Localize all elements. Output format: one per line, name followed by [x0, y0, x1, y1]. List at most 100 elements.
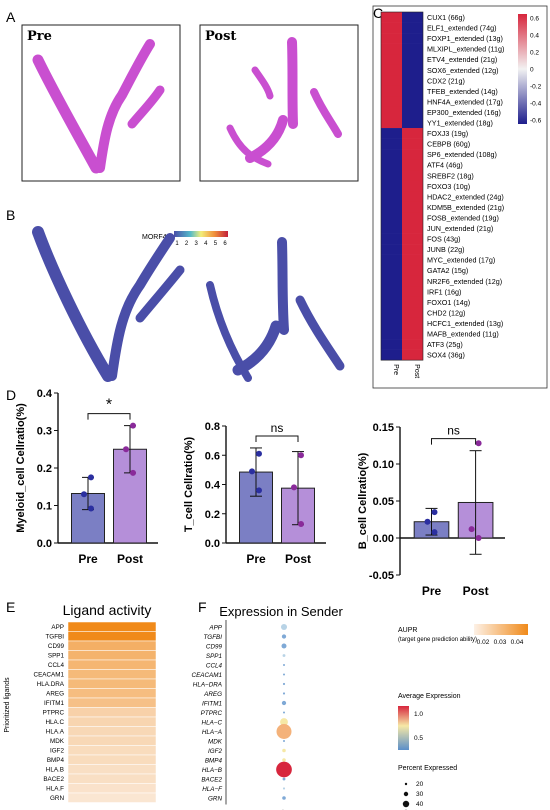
ligand-label: GRN — [50, 795, 64, 802]
heatmap-cell — [402, 191, 423, 203]
ligand-activity-cell — [67, 650, 157, 661]
spatial-colorbar — [174, 231, 228, 237]
bar-category-label: Pre — [422, 584, 442, 598]
ligand-activity-cell — [67, 716, 157, 727]
data-point — [431, 509, 438, 516]
panel-letter-b: B — [6, 207, 15, 223]
heatmap-cell — [381, 275, 402, 287]
heatmap-cell — [381, 339, 402, 350]
pct-expressed-tick: 30 — [416, 791, 424, 798]
data-point — [256, 487, 262, 494]
ligand-label: HLA.DRA — [37, 681, 65, 688]
avg-expression-title: Average Expression — [398, 693, 461, 700]
heatmap-row-label: FOXO1 (14g) — [427, 298, 470, 307]
dotplot-ligand-label: HLA−DRA — [193, 681, 222, 688]
dotplot-dot — [282, 777, 286, 781]
heatmap-cell — [402, 349, 423, 361]
heatmap-cell — [381, 254, 402, 266]
dotplot-ligand-label: CD99 — [206, 643, 223, 650]
dotplot-ligand-label: HLA−A — [202, 729, 222, 736]
spatial-sections — [32, 226, 345, 382]
aupr-title: AUPR — [398, 627, 417, 634]
heatmap-cell — [381, 43, 402, 55]
heatmap-cell — [402, 265, 423, 277]
dotplot-ligand-label: GRN — [208, 795, 222, 802]
ligand-label: CD99 — [48, 643, 65, 650]
heatmap-cell — [381, 317, 402, 329]
data-point — [81, 491, 87, 498]
heatmap-cell — [402, 339, 423, 350]
heatmap-row-label: EP300_extended (16g) — [427, 108, 501, 117]
heatmap-cell — [381, 138, 402, 150]
avg-expression-tick: 0.5 — [414, 735, 423, 742]
panel-letter-e: E — [6, 599, 15, 615]
heatmap-row-label: TFEB_extended (14g) — [427, 87, 498, 96]
dotplot-dot — [282, 654, 286, 657]
pct-expressed-tick: 40 — [416, 801, 424, 808]
ligand-label: AREG — [46, 691, 64, 698]
data-point — [431, 529, 438, 536]
heatmap-cell — [402, 275, 423, 287]
ligand-label: PTPRC — [43, 710, 65, 717]
ligand-label: HLA.C — [45, 719, 64, 726]
aupr-tick: 0.03 — [494, 639, 507, 646]
heatmap-colorbar — [518, 14, 527, 124]
bar-chart-ylabel: Myeloid_cell Cellratio(%) — [15, 403, 27, 533]
data-point — [249, 468, 255, 475]
bar-chart-tick-label: 0.2 — [205, 509, 220, 521]
ligand-label: IGF2 — [50, 748, 64, 755]
heatmap-cell — [402, 170, 423, 182]
dotplot-dot — [276, 761, 292, 778]
heatmap-cell — [402, 233, 423, 245]
ligand-activity-cell — [67, 631, 157, 642]
heatmap-row-label: FOXJ3 (19g) — [427, 129, 468, 138]
heatmap-colorbar-tick: 0.6 — [530, 16, 539, 23]
bar-chart-tick-label: 0.2 — [37, 463, 52, 475]
heatmap-cell — [402, 96, 423, 108]
heatmap-cell — [381, 307, 402, 319]
heatmap-row-label: ELF1_extended (74g) — [427, 24, 497, 33]
heatmap-row-label: FOS (43g) — [427, 235, 461, 244]
dotplot-dot — [281, 634, 287, 639]
dotplot-dot — [283, 664, 285, 666]
heatmap-cell — [402, 128, 423, 139]
ligand-label: IFITM1 — [44, 700, 64, 707]
heatmap-column-label: Post — [413, 364, 420, 378]
bar-category-label: Post — [117, 552, 143, 566]
heatmap-colorbar-tick: -0.4 — [530, 101, 542, 108]
heatmap-cell — [381, 159, 402, 171]
dotplot-ligand-label: IFITM1 — [202, 700, 222, 707]
heatmap-cell — [402, 296, 423, 308]
data-point — [88, 474, 94, 481]
heatmap-cell — [402, 244, 423, 255]
tissue-sections-post — [226, 37, 342, 168]
tissue-label-post: Post — [205, 29, 236, 44]
heatmap-cell — [381, 233, 402, 245]
significance-bracket — [431, 438, 477, 445]
heatmap-border — [380, 11, 424, 361]
heatmap-row-label: JUNB (22g) — [427, 245, 465, 254]
dotplot-ligand-label: TGFBI — [203, 634, 222, 641]
heatmap-cell — [402, 212, 423, 224]
heatmap-row-label: ATF3 (25g) — [427, 340, 463, 349]
bar-chart-tick-label: 0.4 — [37, 388, 53, 400]
significance-bracket — [87, 413, 131, 420]
spatial-colorbar-tick: 1 — [175, 241, 179, 247]
aupr-colorbar — [474, 624, 528, 635]
heatmap-cell — [381, 12, 402, 23]
heatmap-cell — [381, 64, 402, 76]
aupr-tick: 0.04 — [511, 639, 524, 646]
heatmap-row-label: YY1_extended (18g) — [427, 119, 493, 128]
ligand-axis-label: Prioritized ligands — [4, 677, 11, 733]
dotplot-dot — [282, 692, 286, 695]
heatmap-cell — [402, 64, 423, 76]
dotplot-ligand-label: SPP1 — [206, 653, 222, 660]
ligand-activity-cell — [67, 707, 157, 718]
dotplot-dot — [281, 643, 287, 649]
panel-e-ligand-activity: Ligand activity Prioritized ligands APP T… — [4, 602, 157, 803]
heatmap-cell — [402, 307, 423, 319]
ligand-activity-cell — [67, 688, 157, 699]
heatmap-cell — [381, 170, 402, 182]
heatmap-cell — [381, 75, 402, 87]
ligand-activity-cell — [67, 669, 157, 680]
